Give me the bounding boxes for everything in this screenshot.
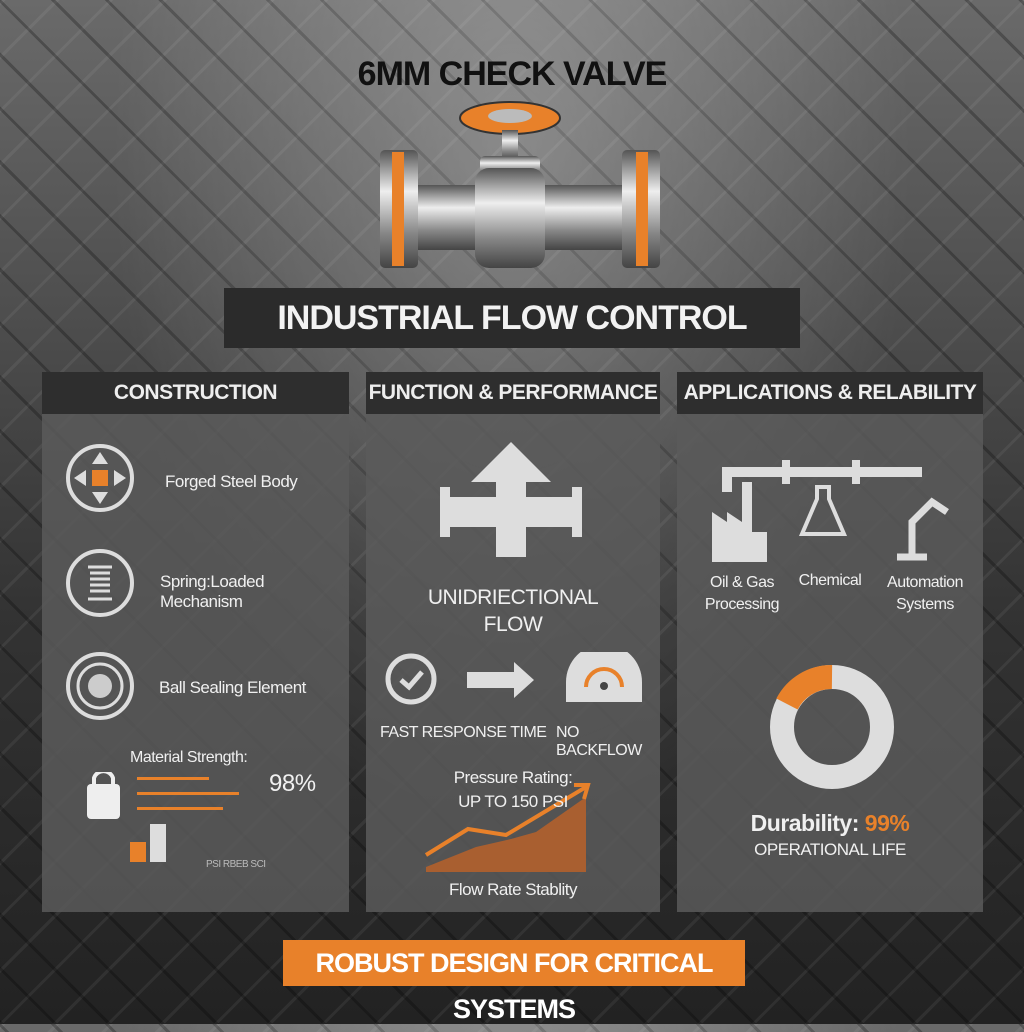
flow-line2: FLOW xyxy=(483,613,543,636)
applications-panel: APPLICATIONS & RELABILITY Oil & Gas Proce… xyxy=(677,372,983,912)
page-title: 6MM CHECK VALVE xyxy=(357,55,668,93)
response-icons xyxy=(385,652,642,705)
forged-body-icon xyxy=(66,444,134,512)
item-forged: Forged Steel Body xyxy=(165,472,298,491)
durability-value: 99% xyxy=(864,810,910,836)
app-oil-gas: Oil & Gas Processing xyxy=(702,572,782,616)
function-panel: FUNCTION & PERFORMANCE UNIDRIECTIONAL FLO… xyxy=(366,372,660,912)
pressure-label: Pressure Rating: xyxy=(453,768,573,787)
app-automation: Automation Systems xyxy=(880,572,970,616)
industry-icons xyxy=(712,460,949,562)
banner: INDUSTRIAL FLOW CONTROL xyxy=(224,288,800,348)
flow-label: UNIDRIECTIONAL FLOW xyxy=(366,584,660,638)
valve-illustration xyxy=(380,101,660,268)
item-spring: Spring:Loaded Mechanism xyxy=(160,572,265,611)
applications-header: APPLICATIONS & RELABILITY xyxy=(677,372,983,414)
app-auto-l2: Systems xyxy=(896,596,954,613)
durability-sub: OPERATIONAL LIFE xyxy=(754,840,906,859)
strength-value: 98% xyxy=(269,770,316,797)
app-chemical: Chemical xyxy=(798,572,862,589)
function-header: FUNCTION & PERFORMANCE xyxy=(366,372,660,414)
app-oil-l2: Processing xyxy=(704,596,780,613)
flow-line1: UNIDRIECTIONAL xyxy=(427,586,599,609)
no-backflow: NO BACKFLOW xyxy=(556,724,642,759)
footer-banner: ROBUST DESIGN FOR CRITICAL SYSTEMS xyxy=(283,940,745,1024)
construction-panel: CONSTRUCTION Forged Steel Body Spring:Lo… xyxy=(42,372,349,912)
durability: Durability: 99% xyxy=(677,810,983,837)
pressure-rating: Pressure Rating: UP TO 150 PSI xyxy=(366,766,660,814)
flow-rate-caption: Flow Rate Stablity xyxy=(449,880,578,899)
fast-response: FAST RESPONSE TIME xyxy=(380,724,547,741)
pressure-chart xyxy=(424,783,591,872)
durability-label: Durability: xyxy=(750,810,860,836)
durability-donut xyxy=(770,665,894,789)
strength-label: Material Strength: xyxy=(130,749,248,766)
app-oil-l1: Oil & Gas xyxy=(710,574,774,591)
flow-arrow-pipe-icon xyxy=(440,442,582,557)
ball-bearing-icon xyxy=(66,652,134,720)
pressure-value: UP TO 150 PSI xyxy=(458,792,568,811)
construction-header: CONSTRUCTION xyxy=(42,372,349,414)
strength-graphic xyxy=(87,772,239,862)
spring-icon xyxy=(66,549,134,617)
item-ball: Ball Sealing Element xyxy=(159,678,306,697)
app-auto-l1: Automation xyxy=(887,574,963,591)
chart-caption: PSI RBEB SCI xyxy=(206,859,266,870)
